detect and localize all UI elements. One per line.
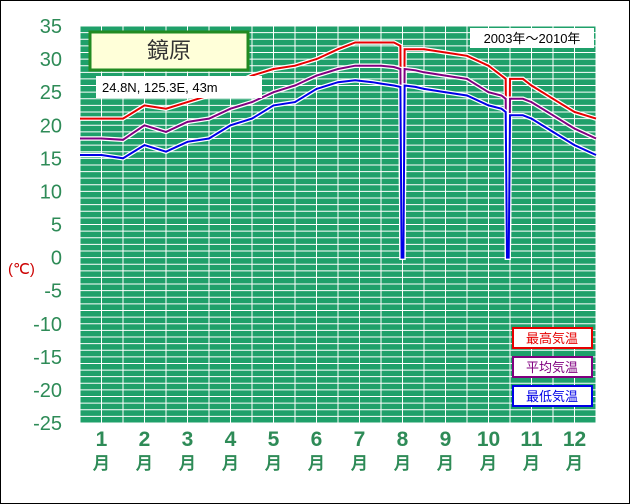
legend-max-label: 最高気温 [526,331,578,347]
location-box [96,76,262,98]
month-unit-label: 月 [135,454,153,474]
chart-title: 鏡原 [147,39,191,64]
y-tick-label: 15 [40,148,62,170]
month-unit-label: 月 [92,454,110,474]
month-unit-label: 月 [479,454,497,474]
location-info: 24.8N, 125.3E, 43m [102,80,218,95]
y-tick-label: 20 [40,115,62,137]
title-box [88,30,250,72]
month-number-label: 11 [520,428,543,451]
legend-min [512,385,593,407]
month-unit-label: 月 [307,454,325,474]
month-unit-label: 月 [221,454,239,474]
month-number-label: 2 [139,428,151,451]
month-unit-label: 月 [350,454,368,474]
month-unit-label: 月 [264,454,282,474]
month-number-label: 4 [225,428,237,451]
y-tick-label: -25 [33,413,62,435]
y-axis-ticks: 35 30 25 20 15 10 5 0 -5 -10 -15 -20 -25 [33,16,62,435]
y-tick-label: 5 [51,215,62,237]
y-tick-label: -5 [44,281,62,303]
y-tick-label: 30 [40,49,62,71]
month-number-label: 10 [477,428,500,451]
legend-max [512,327,593,349]
month-unit-label: 月 [393,454,411,474]
month-number-label: 1 [96,428,108,451]
month-number-label: 7 [354,428,366,451]
month-number-label: 12 [563,428,586,451]
y-axis-unit: (℃) [8,261,35,278]
month-unit-label: 月 [565,454,583,474]
x-axis-months: 1 月 2 月 3 月 4 月 5 月 6 月 7 月 8 月 9 月 10 月 11 月 12 月 [92,428,586,474]
legend-avg-label: 平均気温 [526,360,578,376]
series-line-3 [80,79,597,259]
legend-avg [512,356,593,378]
period-box [470,28,594,48]
y-tick-label: 25 [40,82,62,104]
y-tick-label: 0 [51,248,62,270]
period-label: 2003年〜2010年 [484,31,581,46]
y-tick-label: 35 [40,16,62,38]
month-unit-label: 月 [178,454,196,474]
month-number-label: 5 [268,428,280,451]
month-unit-label: 月 [522,454,540,474]
month-number-label: 3 [182,428,194,451]
legend: 最高気温 平均気温 最低気温 [512,327,593,407]
y-tick-label: 10 [40,181,62,203]
month-unit-label: 月 [436,454,454,474]
month-number-label: 9 [440,428,452,451]
y-tick-label: -20 [33,380,62,402]
y-tick-label: -10 [33,314,62,336]
legend-min-label: 最低気温 [526,389,578,405]
month-number-label: 6 [311,428,323,451]
y-tick-label: -15 [33,347,62,369]
month-number-label: 8 [397,428,409,451]
